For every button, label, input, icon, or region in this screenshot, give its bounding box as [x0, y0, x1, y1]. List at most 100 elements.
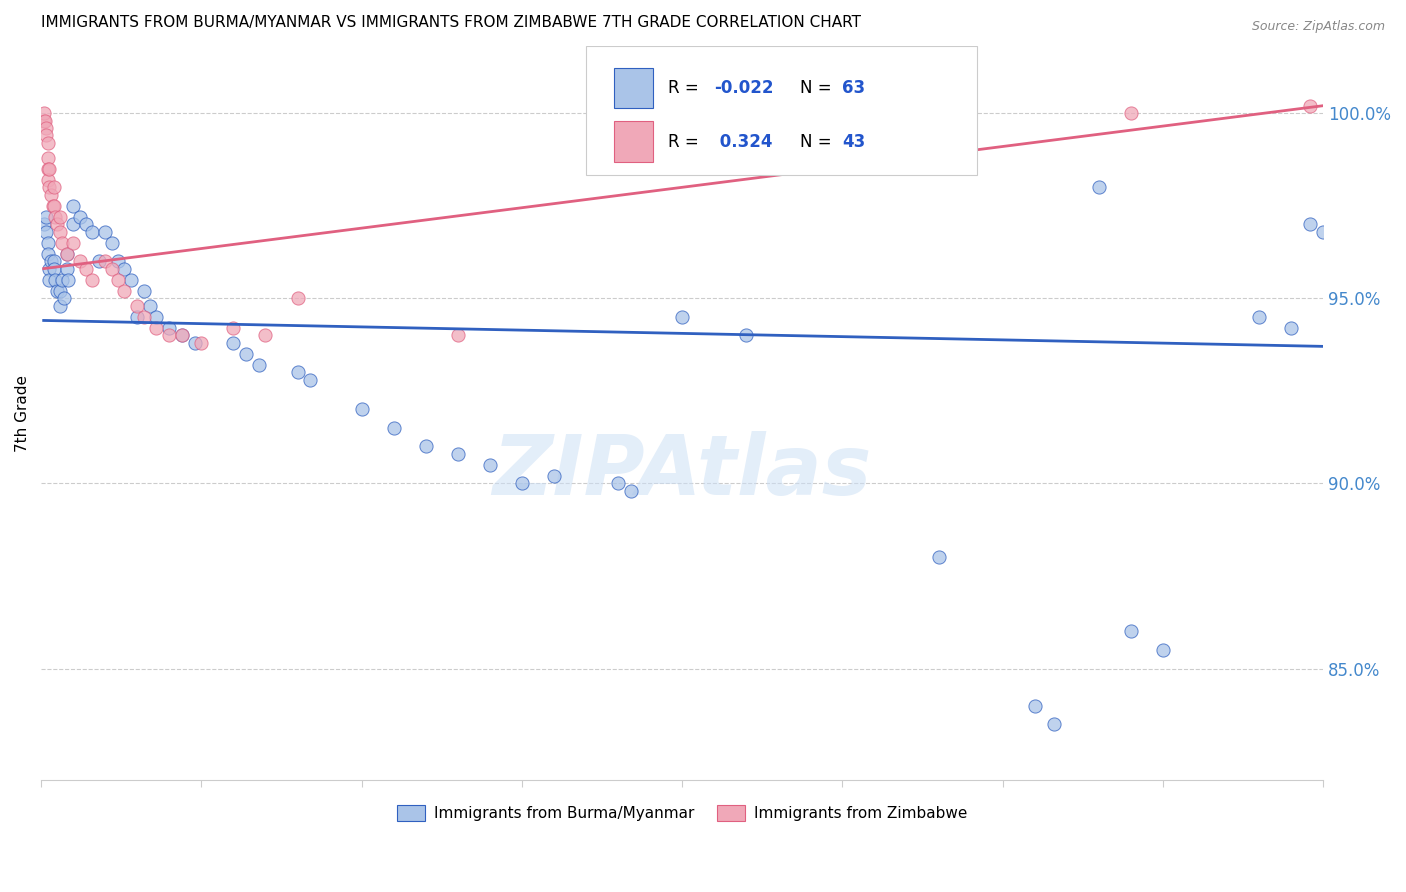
- Point: [447, 447, 470, 461]
- Point: [34, 113, 56, 128]
- Point: [49, 299, 72, 313]
- Point: [46, 284, 69, 298]
- Point: [56, 273, 79, 287]
- Point: [34, 225, 56, 239]
- Point: [157, 321, 180, 335]
- Point: [69, 254, 91, 268]
- Point: [82, 225, 104, 239]
- Point: [52, 291, 75, 305]
- Point: [107, 254, 129, 268]
- Point: [100, 235, 122, 250]
- Point: [94, 225, 117, 239]
- Point: [184, 335, 207, 350]
- Point: [34, 120, 56, 135]
- Point: [55, 247, 77, 261]
- Point: [42, 254, 65, 268]
- Point: [87, 254, 110, 268]
- Point: [51, 273, 73, 287]
- Point: [37, 247, 59, 261]
- Text: R =: R =: [668, 79, 704, 97]
- Point: [350, 402, 373, 417]
- Point: [172, 328, 194, 343]
- Point: [1299, 217, 1322, 231]
- Point: [607, 476, 630, 491]
- Point: [38, 180, 60, 194]
- Point: [1087, 180, 1109, 194]
- Text: 63: 63: [842, 79, 866, 97]
- Point: [127, 310, 149, 324]
- Point: [114, 261, 136, 276]
- Point: [49, 284, 72, 298]
- Point: [49, 225, 72, 239]
- Point: [190, 335, 212, 350]
- Text: 43: 43: [842, 133, 866, 151]
- Point: [1119, 624, 1142, 639]
- Point: [447, 328, 470, 343]
- Point: [1279, 321, 1302, 335]
- Point: [287, 365, 309, 379]
- Point: [75, 217, 97, 231]
- Point: [120, 273, 142, 287]
- Point: [42, 180, 65, 194]
- Point: [1043, 717, 1066, 731]
- Point: [42, 261, 65, 276]
- Text: IMMIGRANTS FROM BURMA/MYANMAR VS IMMIGRANTS FROM ZIMBABWE 7TH GRADE CORRELATION : IMMIGRANTS FROM BURMA/MYANMAR VS IMMIGRA…: [41, 15, 860, 30]
- Text: R =: R =: [668, 133, 704, 151]
- Point: [39, 254, 62, 268]
- Point: [222, 321, 245, 335]
- Point: [1119, 106, 1142, 120]
- Point: [37, 161, 59, 176]
- Point: [44, 273, 66, 287]
- Point: [82, 273, 104, 287]
- Point: [287, 291, 309, 305]
- Point: [37, 151, 59, 165]
- Point: [62, 217, 84, 231]
- Point: [62, 235, 84, 250]
- Text: Source: ZipAtlas.com: Source: ZipAtlas.com: [1251, 20, 1385, 33]
- Point: [1024, 698, 1046, 713]
- FancyBboxPatch shape: [614, 121, 652, 161]
- Point: [94, 254, 117, 268]
- Text: ZIPAtlas: ZIPAtlas: [492, 431, 872, 512]
- Point: [172, 328, 194, 343]
- Point: [69, 210, 91, 224]
- Point: [132, 284, 155, 298]
- Point: [38, 161, 60, 176]
- Point: [62, 199, 84, 213]
- Point: [382, 421, 405, 435]
- Point: [145, 321, 167, 335]
- Point: [35, 210, 58, 224]
- Point: [254, 328, 277, 343]
- Point: [32, 113, 55, 128]
- Point: [35, 128, 58, 143]
- Point: [235, 347, 257, 361]
- Point: [34, 106, 56, 120]
- Point: [157, 328, 180, 343]
- Point: [55, 261, 77, 276]
- Point: [44, 210, 66, 224]
- Point: [620, 483, 643, 498]
- Point: [37, 173, 59, 187]
- Point: [100, 261, 122, 276]
- Point: [55, 247, 77, 261]
- Point: [1299, 98, 1322, 112]
- Text: 0.324: 0.324: [714, 133, 773, 151]
- Point: [37, 235, 59, 250]
- Point: [510, 476, 533, 491]
- Point: [735, 328, 758, 343]
- Text: N =: N =: [800, 133, 837, 151]
- Point: [222, 335, 245, 350]
- Point: [75, 261, 97, 276]
- Point: [37, 136, 59, 150]
- FancyBboxPatch shape: [614, 68, 652, 108]
- Point: [247, 358, 270, 372]
- FancyBboxPatch shape: [586, 46, 977, 175]
- Point: [107, 273, 129, 287]
- Point: [51, 235, 73, 250]
- Point: [1312, 225, 1334, 239]
- Point: [42, 199, 65, 213]
- Legend: Immigrants from Burma/Myanmar, Immigrants from Zimbabwe: Immigrants from Burma/Myanmar, Immigrant…: [391, 798, 973, 827]
- Point: [1247, 310, 1270, 324]
- Y-axis label: 7th Grade: 7th Grade: [15, 375, 30, 451]
- Point: [41, 199, 63, 213]
